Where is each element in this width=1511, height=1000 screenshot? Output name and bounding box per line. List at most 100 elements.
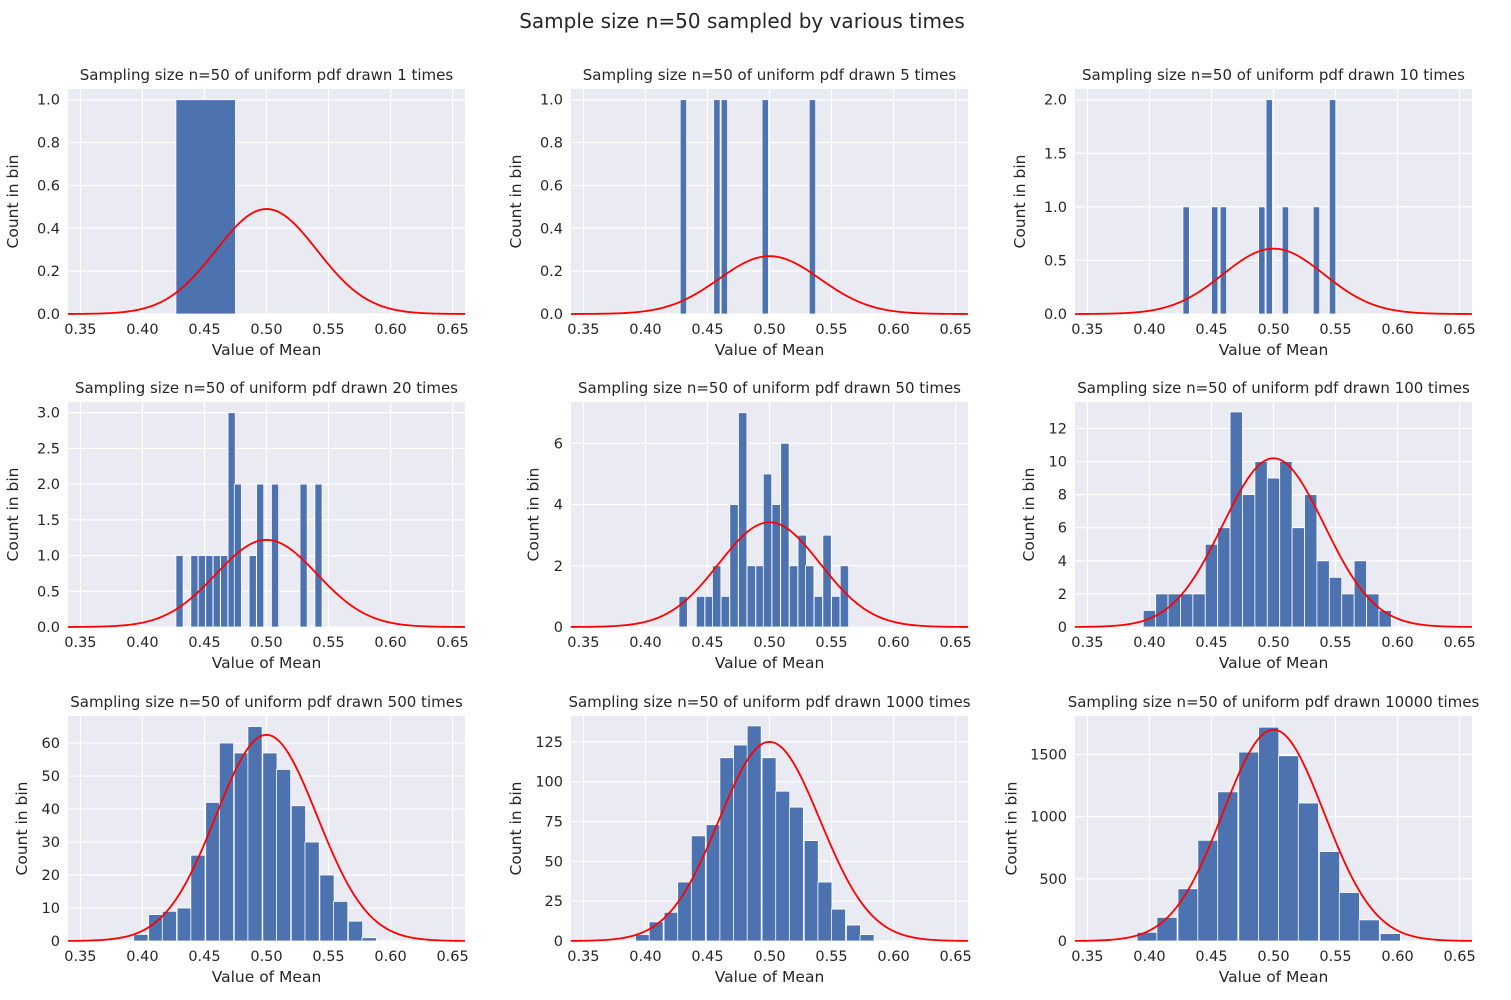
y-tick-label: 20 xyxy=(42,868,60,884)
x-tick-label: 0.50 xyxy=(753,322,785,338)
x-tick-label: 0.50 xyxy=(1257,635,1289,651)
y-tick-label: 0.0 xyxy=(1044,307,1067,323)
x-tick-label: 0.55 xyxy=(312,322,344,338)
y-tick-label: 125 xyxy=(535,735,563,751)
histogram-bar xyxy=(805,565,815,628)
histogram-bar xyxy=(831,908,846,942)
x-tick-label: 0.40 xyxy=(1133,635,1165,651)
subplot-9: 0.35 0.40 0.45 0.50 0.55 0.60 0.65 0 500 1000 1500… xyxy=(1003,693,1480,986)
histogram-bar xyxy=(347,920,364,942)
y-tick-label: 30 xyxy=(42,835,60,851)
y-tick-label: 0.8 xyxy=(37,136,60,152)
histogram-bar xyxy=(831,595,841,628)
x-tick-label: 0.35 xyxy=(567,949,599,965)
histogram-bar xyxy=(720,99,728,315)
normal-pdf-curve xyxy=(1075,247,1472,315)
histogram-bar xyxy=(1254,461,1268,628)
y-tick-label: 0 xyxy=(554,934,563,950)
histogram-bar xyxy=(1379,933,1401,942)
x-tick-label: 0.60 xyxy=(374,949,406,965)
y-axis-label: Count in bin xyxy=(4,468,22,562)
histogram-bar xyxy=(1182,206,1190,315)
normal-pdf-curve xyxy=(570,521,969,628)
x-tick-label: 0.45 xyxy=(188,635,220,651)
normal-pdf-curve xyxy=(67,208,466,315)
x-axis-label: Value of Mean xyxy=(212,341,322,359)
y-tick-label: 60 xyxy=(42,736,60,752)
y-tick-label: 0.2 xyxy=(37,264,60,280)
histogram-bar xyxy=(190,555,199,628)
x-tick-label: 0.35 xyxy=(1071,635,1103,651)
histogram-bar xyxy=(299,483,308,628)
subplot-title: Sampling size n=50 of uniform pdf drawn … xyxy=(583,66,957,84)
histogram-bar xyxy=(822,534,832,628)
histogram-bar xyxy=(738,412,748,628)
histogram-bar xyxy=(1297,802,1319,942)
normal-pdf-curve xyxy=(1074,457,1473,628)
histogram-bar xyxy=(262,752,278,942)
y-tick-label: 1000 xyxy=(1030,810,1067,826)
histogram-bar xyxy=(635,934,650,942)
histogram-bar xyxy=(678,595,688,628)
y-tick-label: 40 xyxy=(42,802,60,818)
x-tick-label: 0.50 xyxy=(1257,949,1289,965)
histogram-bar xyxy=(839,565,850,628)
histogram-bar xyxy=(133,934,149,942)
subplot-8: 0.35 0.40 0.45 0.50 0.55 0.60 0.65 0 25 50 75 100 12… xyxy=(507,693,972,986)
x-tick-label: 0.55 xyxy=(312,949,344,965)
histogram-bar xyxy=(1219,206,1228,315)
histogram-bar xyxy=(271,483,280,628)
x-tick-label: 0.35 xyxy=(567,322,599,338)
x-tick-label: 0.45 xyxy=(188,322,220,338)
x-tick-label: 0.65 xyxy=(1443,949,1475,965)
x-tick-label: 0.65 xyxy=(939,949,971,965)
y-tick-label: 1.0 xyxy=(37,93,60,109)
x-tick-label: 0.60 xyxy=(374,322,406,338)
histogram-bar xyxy=(218,742,235,942)
x-tick-label: 0.35 xyxy=(64,322,96,338)
y-tick-label: 10 xyxy=(1049,455,1067,471)
y-axis-label: Count in bin xyxy=(13,782,31,876)
x-tick-label: 0.65 xyxy=(1443,322,1475,338)
histogram-bar xyxy=(1358,919,1380,942)
y-tick-label: 1.0 xyxy=(1044,200,1067,216)
subplot-title: Sampling size n=50 of uniform pdf drawn … xyxy=(568,693,970,711)
histogram-bar xyxy=(205,555,214,628)
y-tick-label: 0 xyxy=(51,934,60,950)
y-tick-label: 0.5 xyxy=(37,584,60,600)
x-tick-label: 0.65 xyxy=(1443,635,1475,651)
histogram-bar xyxy=(361,937,377,942)
subplot-title: Sampling size n=50 of uniform pdf drawn … xyxy=(1082,66,1465,84)
histogram-bar xyxy=(1291,527,1305,628)
x-axis-label: Value of Mean xyxy=(212,654,322,672)
subplot-title: Sampling size n=50 of uniform pdf drawn … xyxy=(80,66,454,84)
x-tick-label: 0.50 xyxy=(250,949,282,965)
x-tick-label: 0.55 xyxy=(312,635,344,651)
histogram-bar xyxy=(746,565,757,628)
x-tick-label: 0.55 xyxy=(815,635,847,651)
x-tick-label: 0.60 xyxy=(1381,949,1413,965)
histogram-bar xyxy=(813,595,823,628)
histogram-bar xyxy=(1192,593,1206,628)
y-tick-label: 0.0 xyxy=(540,307,563,323)
x-axis-label: Value of Mean xyxy=(1219,968,1329,986)
histogram-bar xyxy=(1304,494,1318,628)
histogram-bar xyxy=(803,840,819,942)
histogram-bar xyxy=(1265,99,1273,315)
y-tick-label: 2 xyxy=(1058,587,1067,603)
subplot-3: 0.35 0.40 0.45 0.50 0.55 0.60 0.65 0.0 0.5 1.0 1.5… xyxy=(1011,66,1476,359)
y-tick-label: 25 xyxy=(545,894,563,910)
y-tick-label: 1.5 xyxy=(37,513,60,529)
histogram-bar xyxy=(1316,560,1330,628)
histogram-bar xyxy=(256,483,265,628)
histogram-bar xyxy=(746,725,762,942)
histogram-bar xyxy=(705,824,721,942)
y-tick-label: 0.6 xyxy=(540,178,563,194)
x-tick-label: 0.45 xyxy=(691,635,723,651)
y-tick-label: 0.0 xyxy=(37,620,60,636)
x-tick-label: 0.60 xyxy=(877,949,909,965)
y-tick-label: 2.0 xyxy=(37,477,60,493)
y-tick-label: 2 xyxy=(554,559,563,575)
x-tick-label: 0.50 xyxy=(250,635,282,651)
histogram-bar xyxy=(1238,751,1260,942)
